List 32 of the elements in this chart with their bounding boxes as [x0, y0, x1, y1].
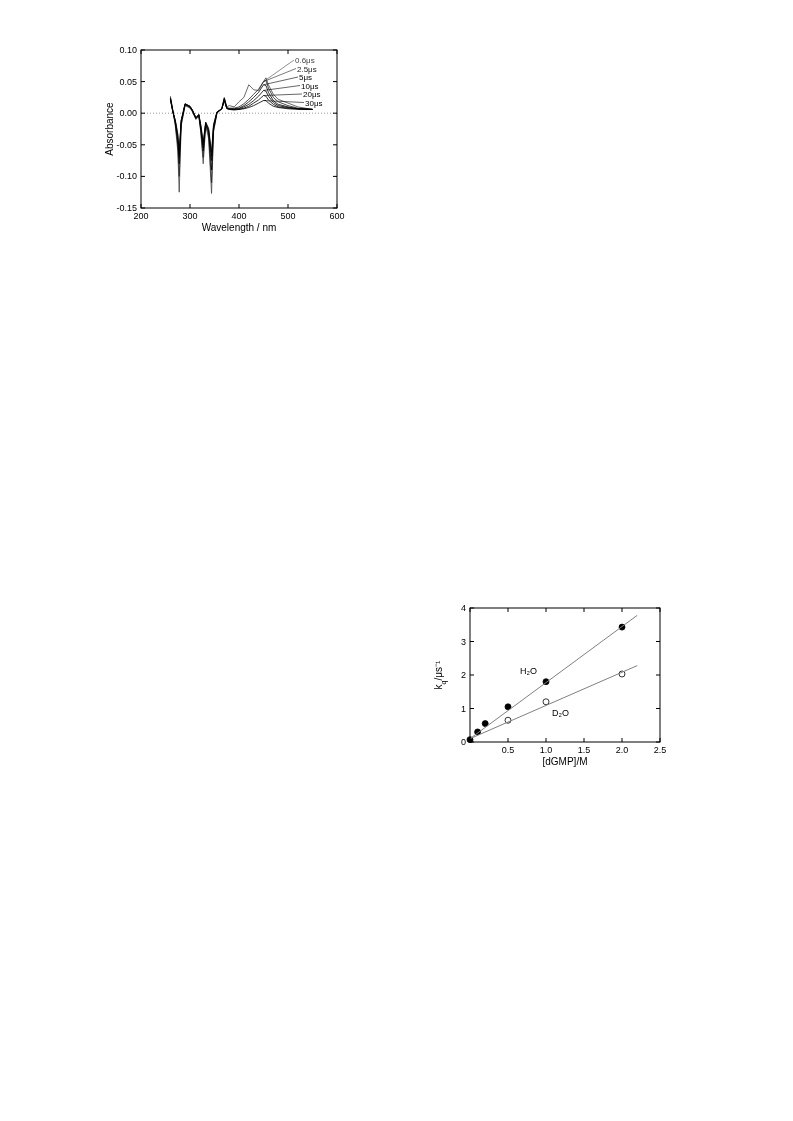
- y-tick-label: 4: [460, 603, 466, 613]
- x-tick-label: 600: [329, 211, 345, 221]
- y-axis-title: Absorbance: [104, 101, 115, 156]
- series-label: 30μs: [305, 98, 323, 108]
- legend-label: 20μs: [303, 90, 321, 99]
- x-tick-label: 300: [182, 211, 198, 221]
- y-tick-label: 2: [460, 670, 466, 680]
- x-tick-label: 500: [280, 211, 296, 221]
- y-tick-label: 0.00: [119, 108, 137, 119]
- x-tick-label: 200: [133, 211, 149, 221]
- y-tick-label: 1: [460, 703, 466, 714]
- series-label: H₂O: [520, 665, 537, 676]
- x-axis-title: Wavelength / nm: [201, 222, 277, 233]
- y-tick-label: 3: [460, 636, 466, 647]
- y-tick-label: -0.05: [116, 139, 137, 150]
- legend-label: 5μs: [299, 73, 313, 82]
- series-label: D₂O: [552, 707, 569, 718]
- x-tick-label: 1.0: [539, 745, 553, 755]
- x-axis-title: [dGMP]/M: [542, 756, 588, 767]
- y-tick-label: 0.05: [119, 76, 137, 87]
- x-tick-label: 0.5: [501, 745, 515, 755]
- y-tick-label: -0.15: [116, 203, 137, 213]
- x-tick-label: 400: [231, 211, 247, 221]
- x-tick-label: 1.5: [577, 745, 591, 755]
- y-tick-label: 0: [460, 737, 466, 747]
- x-tick-label: 2.0: [615, 745, 629, 755]
- x-tick-label: 2.5: [653, 745, 667, 755]
- text: 2.5μs: [297, 64, 317, 74]
- text: 0.6μs: [295, 56, 315, 65]
- y-tick-label: 0.10: [119, 45, 137, 55]
- y-tick-label: -0.10: [116, 171, 137, 182]
- legend-label: 10μs: [301, 81, 319, 91]
